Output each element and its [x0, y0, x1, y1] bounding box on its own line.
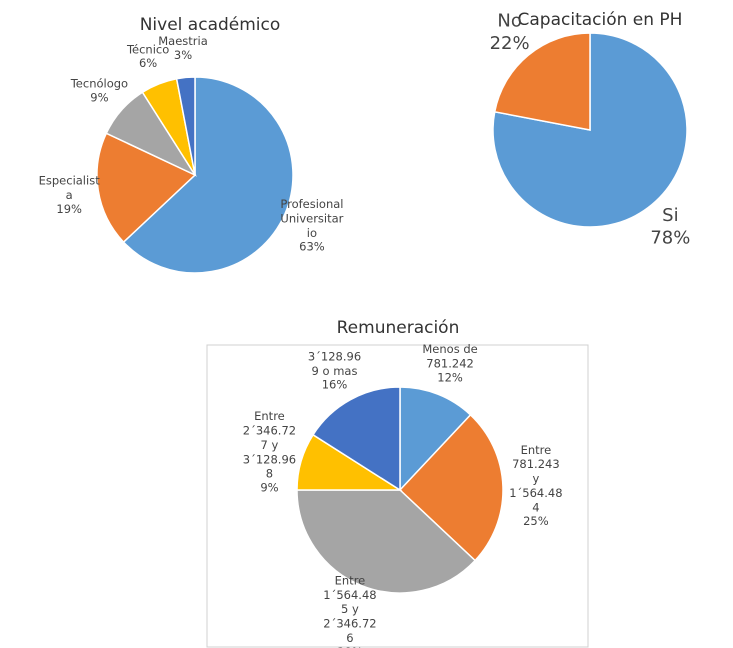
- slice-value-label: 25%: [523, 514, 549, 528]
- slice-label: Especialist a: [39, 173, 101, 201]
- pie-slice: [296, 489, 477, 594]
- pie-slice: [493, 32, 591, 131]
- pie-slice: [398, 413, 504, 562]
- slice-value-label: 16%: [322, 378, 348, 392]
- slice-value-label: 6%: [139, 56, 157, 70]
- slice-label: 3´128.96 9 o mas: [308, 349, 361, 377]
- slice-label: Entre 2´346.72 7 y 3´128.96 8: [243, 409, 296, 481]
- chart-title: Capacitación en PH: [518, 10, 683, 30]
- slice-value-label: 9%: [90, 90, 108, 104]
- pie-slice: [122, 76, 294, 274]
- slice-value-label: 78%: [650, 227, 690, 248]
- slice-label: Profesional Universitar io: [280, 197, 343, 240]
- slice-label: No: [497, 11, 521, 32]
- slice-label: Técnico: [126, 42, 169, 56]
- chart-title: Remuneración: [337, 318, 460, 338]
- pie-slice: [175, 76, 196, 176]
- slice-label: Entre 1´564.48 5 y 2´346.72 6: [323, 573, 376, 645]
- slice-value-label: 9%: [260, 481, 278, 495]
- pie-slice: [492, 32, 688, 228]
- slice-value-label: 12%: [437, 370, 463, 384]
- pie-slice: [399, 386, 472, 492]
- chart-title: Nivel académico: [140, 15, 281, 35]
- slice-value-label: 22%: [490, 33, 530, 54]
- slice-label: Entre 781.243 y 1´564.48 4: [509, 442, 562, 513]
- slice-label: Menos de 781.242: [422, 342, 477, 370]
- slice-value-label: 38%: [337, 645, 363, 648]
- pie-slice: [311, 386, 401, 492]
- pie-slice: [96, 132, 197, 244]
- slice-value-label: 3%: [174, 48, 192, 62]
- slice-value-label: 63%: [299, 240, 325, 254]
- slice-label: Maestria: [158, 33, 208, 47]
- slice-label: Tecnólogo: [70, 76, 128, 90]
- slice-value-label: 19%: [56, 202, 82, 216]
- slice-label: Si: [662, 205, 678, 226]
